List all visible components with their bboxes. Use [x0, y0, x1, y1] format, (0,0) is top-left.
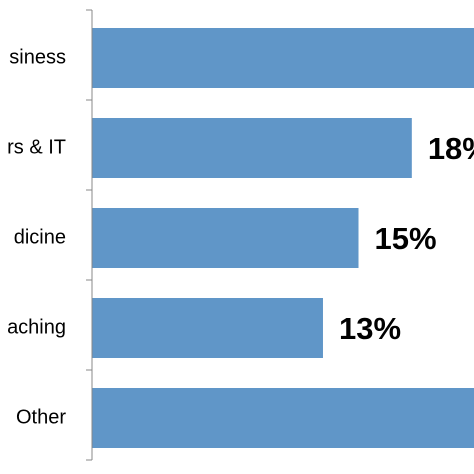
data-label: 18% [428, 131, 474, 166]
category-label: aching [7, 316, 66, 338]
data-label: 15% [375, 221, 437, 256]
bar [92, 208, 359, 268]
category-label: dicine [14, 226, 66, 248]
bar [92, 118, 412, 178]
category-label: siness [9, 46, 66, 68]
bar [92, 28, 474, 88]
bar [92, 298, 323, 358]
category-label: Other [16, 406, 66, 428]
data-label: 13% [339, 311, 401, 346]
bar [92, 388, 474, 448]
category-label: rs & IT [7, 136, 66, 158]
